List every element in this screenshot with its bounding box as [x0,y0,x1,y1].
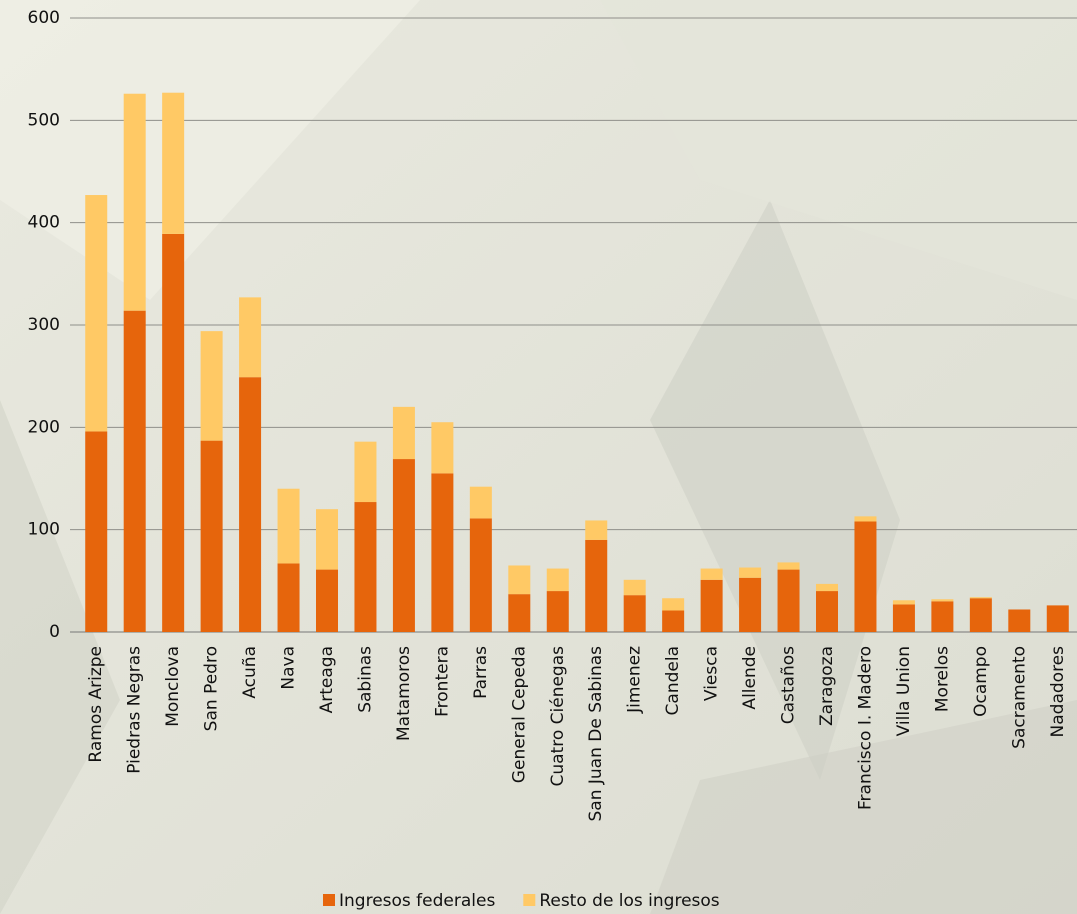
bar-segment [431,473,454,632]
x-tick-label: Castaños [779,646,799,724]
legend-swatch [323,894,335,906]
x-tick-label: Piedras Negras [125,646,145,774]
bar-segment [585,520,608,540]
bar-segment [162,92,185,234]
x-tick-label: Sabinas [355,646,375,713]
x-tick-label: Allende [740,646,760,710]
x-tick-label: Nava [279,646,299,690]
bar-segment [700,579,723,632]
bar-segment [777,562,800,570]
background-shape [0,400,120,914]
x-tick-label: Parras [471,646,491,699]
y-tick-label: 400 [28,213,60,233]
x-tick-label: Sacramento [1009,646,1029,749]
x-tick-label: Francisco I. Madero [855,646,875,810]
legend-label: Ingresos federales [339,891,495,911]
bar-segment [739,567,762,578]
bar-segment [354,441,377,503]
x-tick-label: San Juan De Sabinas [586,646,606,822]
bar-segment [392,459,415,632]
bar-segment [85,195,108,432]
bar-segment [623,595,646,632]
x-tick-label: Matamoros [394,646,414,741]
bar-segment [892,600,915,605]
x-tick-label: Arteaga [317,646,337,713]
bar-segment [816,583,838,592]
background-shape [600,0,1077,300]
y-tick-label: 200 [28,417,60,437]
background-shape [650,700,1077,914]
x-tick-label: Frontera [432,646,452,717]
bar-segment [123,310,146,632]
bar-segment [662,610,685,632]
bar-segment [931,599,954,602]
bar-segment [777,569,800,632]
x-tick-label: Candela [663,646,683,715]
bar-segment [662,598,685,611]
bar-segment [239,377,262,632]
bar-segment [123,93,146,311]
bar-segment [431,422,454,474]
x-tick-label: Cuatro Ciénegas [548,646,568,787]
bar-segment [277,488,300,564]
x-tick-label: General Cepeda [509,646,529,783]
bar-segment [469,518,492,632]
bar-segment [546,591,569,632]
bar-segment [1008,609,1031,632]
bar-segment [816,591,838,632]
bar-segment [969,598,992,632]
bar-segment [931,601,954,632]
bar-segment [85,431,108,632]
bar-segment [239,297,262,378]
y-tick-label: 300 [28,315,60,335]
bar-segment [277,563,300,632]
bar-segment [546,568,569,592]
bar-segment [392,406,415,460]
legend-label: Resto de los ingresos [539,891,719,911]
bar-segment [354,502,377,632]
y-tick-label: 500 [28,110,60,130]
bar-segment [585,539,608,632]
bar-segment [1046,605,1069,632]
bar-segment [469,486,492,519]
bar-segment [854,521,877,632]
background-shape [650,200,900,780]
bar-segment [200,440,223,632]
y-tick-label: 600 [28,8,60,28]
bar-segment [700,568,723,580]
x-tick-label: Viesca [702,646,722,701]
bar-segment [162,233,185,632]
x-tick-label: Morelos [932,646,952,712]
bar-segment [508,594,531,632]
bar-segment [316,569,338,632]
y-tick-label: 100 [28,520,60,540]
x-tick-label: Acuña [240,646,260,699]
x-tick-label: Ocampo [971,646,991,717]
bar-segment [969,597,992,599]
bar-segment [623,579,646,596]
bar-segment [892,604,915,632]
bar-segment [854,516,877,522]
bar-segment [316,509,338,570]
legend-swatch [523,894,536,906]
x-tick-label: San Pedro [202,646,222,731]
x-tick-label: Zaragoza [817,646,837,726]
x-tick-label: Monclova [163,646,183,727]
bar-segment [200,331,223,441]
bar-segment [508,565,531,595]
y-tick-label: 0 [49,622,60,642]
x-tick-label: Jimenez [625,646,645,714]
x-tick-label: Villa Union [894,646,914,736]
x-tick-label: Nadadores [1048,646,1068,738]
x-tick-label: Ramos Arizpe [86,646,106,763]
bar-segment [739,577,762,632]
